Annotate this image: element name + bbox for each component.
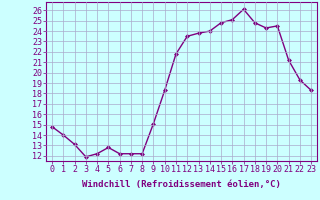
X-axis label: Windchill (Refroidissement éolien,°C): Windchill (Refroidissement éolien,°C) [82, 180, 281, 189]
